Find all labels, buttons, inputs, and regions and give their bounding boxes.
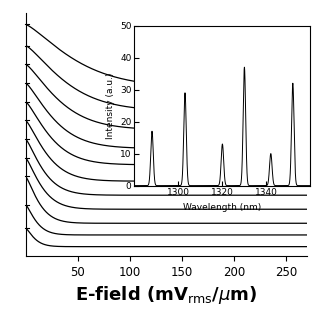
X-axis label: E-field (mV$_{\rm rms}$/$\mu$m): E-field (mV$_{\rm rms}$/$\mu$m) [75, 284, 258, 306]
X-axis label: Wavelength (nm): Wavelength (nm) [183, 203, 261, 212]
Y-axis label: Intensity (a.u.): Intensity (a.u.) [106, 72, 115, 139]
